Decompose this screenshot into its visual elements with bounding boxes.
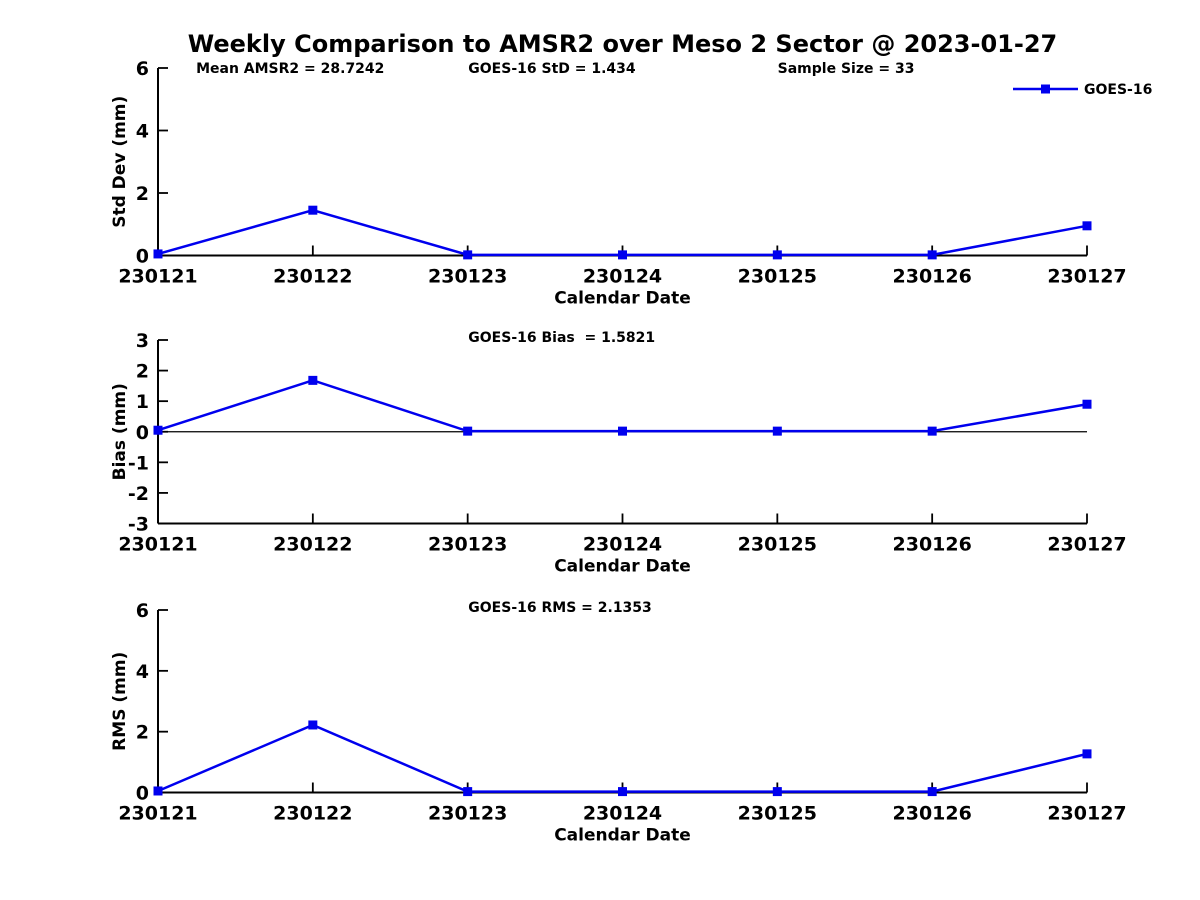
x-tick-label: 230125 <box>738 803 817 825</box>
x-tick-label: 230123 <box>428 534 507 556</box>
data-point-marker <box>308 375 318 385</box>
data-point-marker <box>618 787 627 797</box>
legend: GOES-16 <box>1013 82 1152 98</box>
figure-title: Weekly Comparison to AMSR2 over Meso 2 S… <box>187 30 1058 58</box>
x-tick-label: 230124 <box>583 266 662 288</box>
y-axis-title: Bias (mm) <box>110 383 130 480</box>
series-line <box>157 723 1088 793</box>
data-point-marker <box>1082 749 1092 759</box>
annotation-text: GOES-16 StD = 1.434 <box>468 61 636 77</box>
y-axis-title: RMS (mm) <box>110 652 130 751</box>
y-tick-label: 6 <box>136 58 149 80</box>
data-point-marker <box>308 720 318 730</box>
data-point-marker <box>772 426 782 436</box>
y-tick-label: 2 <box>136 183 149 205</box>
data-point-marker <box>308 205 318 215</box>
y-tick-label: -3 <box>128 514 149 536</box>
x-tick-label: 230127 <box>1047 534 1126 556</box>
annotation-text: GOES-16 Bias = 1.5821 <box>468 330 655 346</box>
x-tick-label: 230127 <box>1047 266 1126 288</box>
x-axis-title: Calendar Date <box>554 557 691 577</box>
annotation-text: GOES-16 RMS = 2.1353 <box>468 600 652 616</box>
y-tick-label: -2 <box>128 483 149 505</box>
y-tick-label: 4 <box>136 661 149 683</box>
annotation-text: Sample Size = 33 <box>778 61 915 77</box>
data-point-marker <box>463 787 473 797</box>
data-point-marker <box>618 250 627 260</box>
y-tick-label: 6 <box>136 600 149 622</box>
y-tick-label: 2 <box>136 361 149 383</box>
x-tick-label: 230123 <box>428 266 507 288</box>
data-point-marker <box>927 250 937 260</box>
annotation-text: Mean AMSR2 = 28.7242 <box>196 61 384 77</box>
x-tick-label: 230127 <box>1047 803 1126 825</box>
data-point-marker <box>153 425 163 435</box>
data-point-marker <box>927 787 937 797</box>
data-point-marker <box>463 426 473 436</box>
x-tick-label: 230125 <box>738 534 817 556</box>
x-tick-label: 230124 <box>583 803 662 825</box>
x-tick-label: 230122 <box>273 534 352 556</box>
x-tick-label: 230125 <box>738 266 817 288</box>
x-tick-label: 230122 <box>273 266 352 288</box>
data-point-marker <box>772 250 782 260</box>
y-axis-title: Std Dev (mm) <box>110 96 130 228</box>
y-tick-label: 3 <box>136 330 149 352</box>
data-point-marker <box>618 426 627 436</box>
x-tick-label: 230121 <box>118 803 197 825</box>
y-tick-label: 1 <box>136 391 149 413</box>
data-point-marker <box>1082 399 1092 409</box>
y-tick-label: 0 <box>136 422 149 444</box>
data-point-marker <box>927 426 937 436</box>
data-point-marker <box>463 250 473 260</box>
legend-label: GOES-16 <box>1084 82 1152 98</box>
y-tick-label: 2 <box>136 722 149 744</box>
x-tick-label: 230124 <box>583 534 662 556</box>
x-axis-title: Calendar Date <box>554 826 691 846</box>
x-tick-label: 230126 <box>893 534 972 556</box>
data-point-marker <box>1082 221 1092 231</box>
subplot-bias: -3 -2 -1 0 1 2 3 230121 230122 230123 230124 230125… <box>110 330 1127 577</box>
x-tick-label: 230126 <box>893 803 972 825</box>
y-tick-label: -1 <box>128 452 149 474</box>
subplot-std-dev: 0 2 4 6 230121 230122 230123 230124 230125 230126… <box>110 58 1152 309</box>
data-point-marker <box>153 786 163 796</box>
x-tick-label: 230121 <box>118 266 197 288</box>
x-tick-label: 230121 <box>118 534 197 556</box>
series-line <box>157 379 1088 433</box>
data-point-marker <box>772 787 782 797</box>
y-tick-label: 4 <box>136 121 149 143</box>
y-tick-label: 0 <box>136 783 149 805</box>
x-axis-title: Calendar Date <box>554 289 691 309</box>
legend-marker <box>1041 84 1050 94</box>
x-tick-label: 230122 <box>273 803 352 825</box>
x-tick-label: 230123 <box>428 803 507 825</box>
x-tick-label: 230126 <box>893 266 972 288</box>
data-point-marker <box>153 249 163 259</box>
subplot-rms: 0 2 4 6 230121 230122 230123 230124 230125 230126… <box>110 600 1127 846</box>
y-tick-label: 0 <box>136 246 149 268</box>
